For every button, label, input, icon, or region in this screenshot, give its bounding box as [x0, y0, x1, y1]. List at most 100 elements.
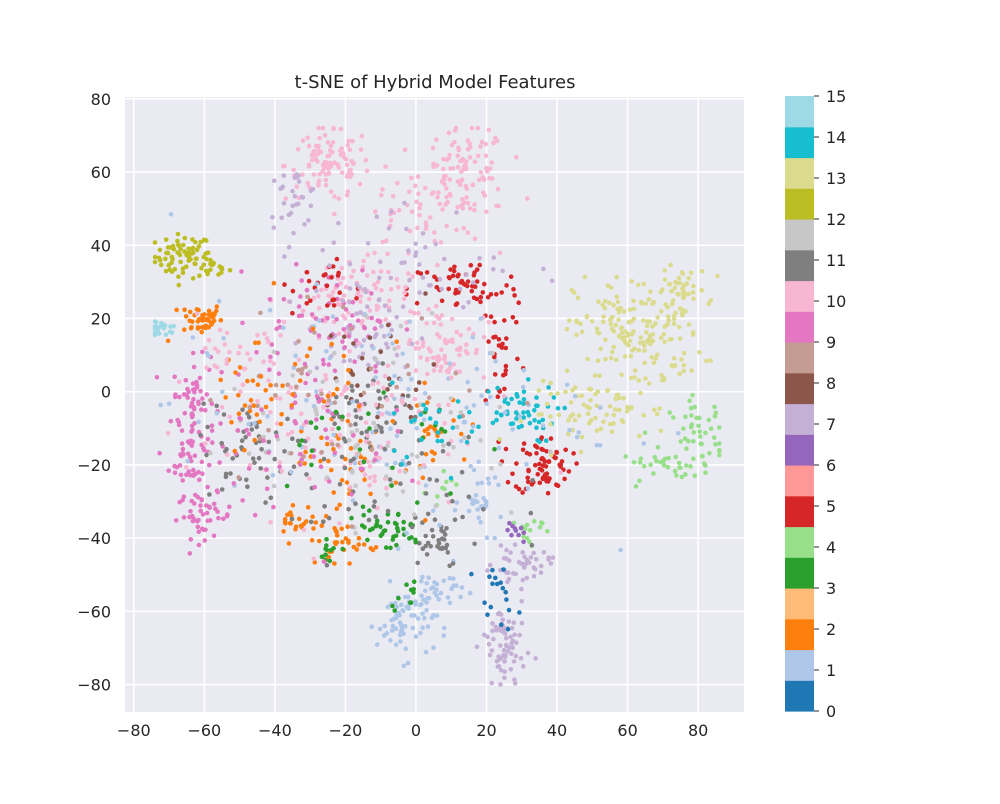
scatter-point: [233, 370, 238, 375]
scatter-point: [328, 143, 334, 149]
scatter-point: [267, 367, 272, 373]
scatter-point: [310, 186, 316, 192]
scatter-point: [484, 401, 490, 407]
scatter-point: [654, 458, 659, 464]
scatter-point: [340, 546, 346, 552]
scatter-point: [354, 311, 360, 316]
scatter-point: [498, 668, 504, 673]
scatter-point: [218, 421, 223, 426]
scatter-point: [388, 426, 393, 431]
scatter-point: [367, 308, 373, 313]
scatter-point: [347, 286, 353, 291]
scatter-point: [456, 147, 462, 153]
scatter-point: [332, 350, 337, 356]
scatter-point: [475, 153, 481, 159]
scatter-point: [373, 209, 378, 214]
scatter-point: [371, 269, 376, 275]
scatter-point: [293, 421, 299, 426]
scatter-point: [555, 406, 561, 411]
scatter-point: [394, 542, 399, 548]
scatter-point: [675, 291, 680, 297]
scatter-point: [508, 634, 513, 640]
colorbar-tick-label: 9: [826, 333, 836, 352]
scatter-point: [419, 316, 425, 321]
scatter-point: [180, 266, 186, 271]
scatter-point: [459, 177, 465, 182]
scatter-point: [673, 454, 678, 460]
scatter-point: [533, 557, 539, 562]
scatter-point: [245, 484, 250, 490]
scatter-point: [441, 578, 447, 583]
scatter-point: [185, 386, 190, 392]
scatter-point: [324, 435, 330, 441]
scatter-point: [373, 451, 379, 456]
colorbar-segment: [785, 495, 814, 528]
scatter-point: [175, 250, 180, 255]
scatter-point: [517, 610, 522, 615]
scatter-point: [555, 391, 560, 396]
scatter-point: [404, 531, 409, 536]
scatter-point: [343, 284, 349, 290]
scatter-point: [187, 455, 193, 460]
scatter-point: [240, 498, 245, 503]
scatter-point: [496, 343, 502, 348]
scatter-point: [305, 505, 311, 510]
scatter-point: [500, 341, 505, 347]
scatter-point: [396, 344, 401, 350]
scatter-point: [556, 412, 562, 418]
scatter-point: [398, 639, 403, 644]
scatter-point: [490, 628, 495, 634]
scatter-point: [199, 442, 204, 448]
scatter-point: [682, 292, 688, 298]
scatter-point: [416, 310, 421, 316]
scatter-point: [300, 195, 306, 200]
scatter-point: [540, 423, 546, 429]
scatter-point: [447, 575, 453, 581]
scatter-point: [341, 358, 347, 364]
scatter-point: [182, 327, 187, 333]
scatter-point: [313, 406, 318, 411]
scatter-point: [540, 417, 546, 423]
scatter-point: [472, 270, 477, 275]
scatter-point: [460, 514, 465, 520]
scatter-point: [326, 398, 332, 403]
scatter-point: [157, 450, 162, 456]
scatter-point: [450, 339, 455, 345]
scatter-point: [393, 480, 399, 486]
scatter-point: [196, 529, 202, 534]
scatter-point: [236, 411, 242, 417]
scatter-point: [444, 479, 449, 485]
scatter-point: [305, 180, 311, 186]
scatter-point: [358, 299, 363, 304]
scatter-point: [385, 363, 391, 369]
cluster-label-10: [378, 309, 492, 380]
scatter-point: [363, 157, 369, 163]
scatter-point: [198, 508, 203, 514]
colorbar-segment: [785, 96, 814, 128]
scatter-point: [514, 461, 519, 466]
scatter-point: [368, 491, 373, 497]
scatter-point: [375, 279, 381, 285]
scatter-point: [698, 441, 703, 447]
scatter-point: [224, 446, 229, 452]
scatter-point: [474, 644, 480, 650]
scatter-point: [378, 349, 384, 355]
scatter-point: [316, 147, 321, 153]
scatter-point: [179, 428, 185, 433]
scatter-point: [402, 290, 407, 296]
scatter-point: [538, 570, 544, 575]
scatter-point: [391, 360, 396, 366]
scatter-point: [434, 137, 439, 142]
scatter-point: [212, 346, 218, 351]
scatter-point: [475, 481, 481, 486]
scatter-point: [199, 526, 205, 532]
colorbar-segment: [785, 126, 814, 159]
scatter-point: [326, 479, 332, 484]
scatter-point: [433, 503, 439, 509]
scatter-point: [524, 535, 530, 541]
scatter-point: [364, 168, 370, 174]
scatter-point: [510, 427, 515, 432]
scatter-point: [413, 634, 419, 639]
scatter-point: [466, 434, 471, 440]
scatter-point: [247, 405, 253, 410]
